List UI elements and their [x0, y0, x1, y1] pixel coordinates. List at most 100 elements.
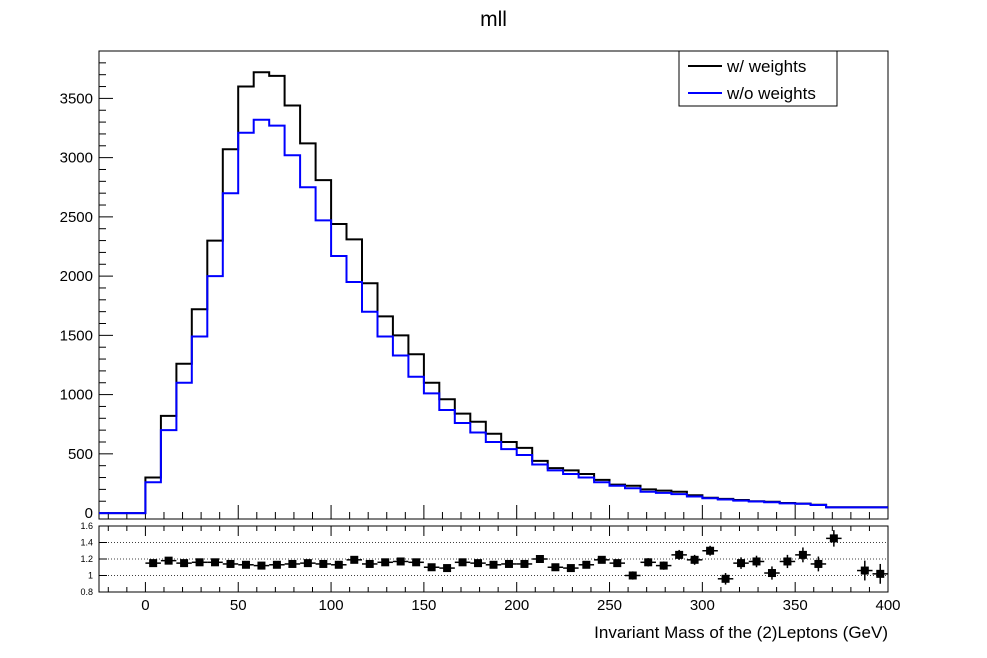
y-tick-label: 1500 — [60, 327, 93, 344]
ratio-point — [594, 555, 610, 564]
ratio-point-marker — [288, 559, 297, 568]
ratio-point-marker — [412, 558, 421, 567]
y-tick-label: 0 — [85, 505, 93, 522]
ratio-point — [253, 561, 270, 570]
y-axis: 0 500 1000 1500 2000 2500 3000 3500 — [60, 62, 113, 522]
ratio-point — [810, 556, 827, 572]
ratio-point — [145, 559, 161, 568]
ratio-point — [315, 559, 332, 568]
x-tick-label: 300 — [690, 597, 715, 614]
ratio-y-tick-label: 0.8 — [80, 587, 93, 597]
ratio-point — [779, 554, 796, 569]
ratio-point-marker — [798, 550, 807, 559]
ratio-point-marker — [752, 557, 761, 566]
ratio-point-marker — [644, 558, 653, 567]
ratio-point-marker — [721, 574, 730, 583]
ratio-point — [563, 564, 579, 573]
ratio-point-marker — [303, 559, 312, 568]
ratio-point-marker — [195, 558, 204, 567]
ratio-point-marker — [474, 559, 483, 568]
ratio-point — [532, 555, 548, 563]
ratio-point-marker — [180, 559, 189, 568]
x-tick-label: 100 — [319, 597, 344, 614]
ratio-point-marker — [319, 559, 328, 568]
ratio-point — [470, 559, 486, 568]
ratio-point — [655, 561, 672, 570]
ratio-point — [733, 557, 749, 569]
ratio-point — [547, 563, 564, 572]
ratio-point-marker — [613, 559, 622, 568]
ratio-point-marker — [783, 557, 792, 566]
ratio-y-tick-label: 1 — [88, 571, 93, 581]
ratio-point-marker — [706, 546, 715, 555]
ratio-point-marker — [690, 555, 699, 564]
ratio-point — [671, 549, 687, 560]
ratio-point — [361, 559, 378, 568]
ratio-point — [222, 559, 239, 568]
y-tick-label: 500 — [68, 446, 93, 463]
x-tick-label: 250 — [597, 597, 622, 614]
ratio-point — [207, 558, 223, 567]
ratio-point-marker — [675, 550, 684, 559]
x-tick-label: 400 — [875, 597, 900, 614]
ratio-point-marker — [458, 558, 467, 567]
ratio-point-marker — [257, 561, 266, 570]
main-plot-frame — [98, 50, 889, 520]
ratio-point-marker — [860, 566, 869, 575]
ratio-point — [872, 563, 888, 584]
histogram-line-without-weights — [99, 118, 888, 515]
ratio-point — [702, 545, 718, 556]
ratio-point-marker — [396, 557, 405, 566]
ratio-y-axis: 0.8 1 1.2 1.4 1.6 — [80, 521, 107, 597]
ratio-point-marker — [737, 559, 746, 568]
ratio-point-marker — [443, 564, 452, 573]
ratio-point-marker — [504, 559, 513, 568]
ratio-point — [485, 560, 502, 569]
ratio-point — [795, 547, 811, 563]
ratio-point — [748, 555, 765, 568]
x-tick-label: 0 — [141, 597, 149, 614]
ratio-point — [423, 563, 440, 572]
ratio-point-marker — [164, 556, 173, 565]
ratio-point-marker — [489, 560, 498, 569]
ratio-point-marker — [226, 559, 235, 568]
ratio-point-marker — [829, 534, 838, 543]
ratio-point — [826, 530, 842, 547]
ratio-point — [640, 558, 656, 567]
ratio-point — [454, 558, 471, 567]
ratio-y-tick-label: 1.2 — [80, 554, 93, 564]
ratio-point — [284, 559, 301, 568]
ratio-point-marker — [241, 560, 250, 569]
x-tick-label: 150 — [411, 597, 436, 614]
ratio-point-marker — [381, 558, 390, 567]
ratio-point — [609, 559, 626, 568]
ratio-point — [516, 559, 533, 568]
x-tick-label: 350 — [783, 597, 808, 614]
ratio-point-marker — [520, 559, 529, 568]
ratio-point — [191, 558, 208, 567]
ratio-point-marker — [272, 560, 281, 569]
ratio-y-tick-label: 1.6 — [80, 521, 93, 531]
ratio-point — [176, 559, 192, 568]
legend-label: w/o weights — [726, 84, 816, 103]
ratio-point — [439, 564, 455, 573]
ratio-point-marker — [334, 560, 343, 569]
ratio-point-marker — [535, 555, 544, 563]
y-tick-label: 2000 — [60, 268, 93, 285]
ratio-point-marker — [211, 558, 220, 567]
ratio-point-marker — [566, 564, 575, 573]
ratio-point-marker — [365, 559, 374, 568]
ratio-point-marker — [767, 569, 776, 578]
ratio-point — [764, 566, 780, 580]
chart-title: mll — [480, 8, 507, 31]
ratio-point-marker — [149, 559, 158, 568]
ratio-point-marker — [628, 571, 637, 580]
x-axis: 0 50 100 150 200 250 300 350 400 — [107, 526, 901, 614]
ratio-point-marker — [582, 560, 591, 569]
x-axis-label: Invariant Mass of the (2)Leptons (GeV) — [594, 623, 888, 642]
ratio-point-marker — [551, 563, 560, 572]
ratio-point — [377, 558, 393, 567]
ratio-point — [238, 560, 254, 569]
x-tick-label: 200 — [504, 597, 529, 614]
